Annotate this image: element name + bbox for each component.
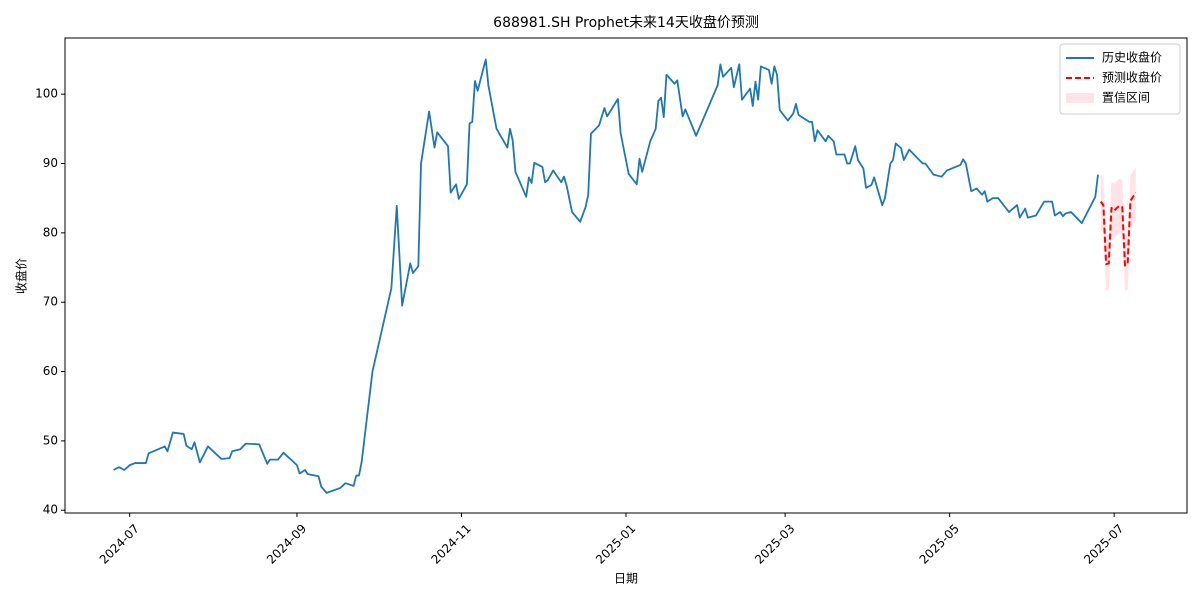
legend-label: 预测收盘价 <box>1102 70 1162 85</box>
legend-box <box>1059 43 1181 115</box>
y-tick-label: 80 <box>43 225 58 239</box>
y-tick-label: 90 <box>43 156 58 170</box>
series-line <box>113 58 1099 494</box>
legend-label: 置信区间 <box>1102 91 1150 105</box>
y-axis-label: 收盘价 <box>14 258 29 294</box>
legend-label: 历史收盘价 <box>1102 50 1162 65</box>
y-tick-label: 70 <box>43 295 58 309</box>
chart-title: 688981.SH Prophet未来14天收盘价预测 <box>493 14 759 31</box>
y-tick-label: 40 <box>43 503 58 517</box>
legend-swatch <box>1066 93 1094 103</box>
x-axis-label: 日期 <box>614 572 638 586</box>
series-line <box>1099 192 1137 267</box>
y-tick-label: 50 <box>43 433 58 447</box>
y-tick-label: 60 <box>43 364 58 378</box>
y-tick-label: 100 <box>35 87 58 101</box>
